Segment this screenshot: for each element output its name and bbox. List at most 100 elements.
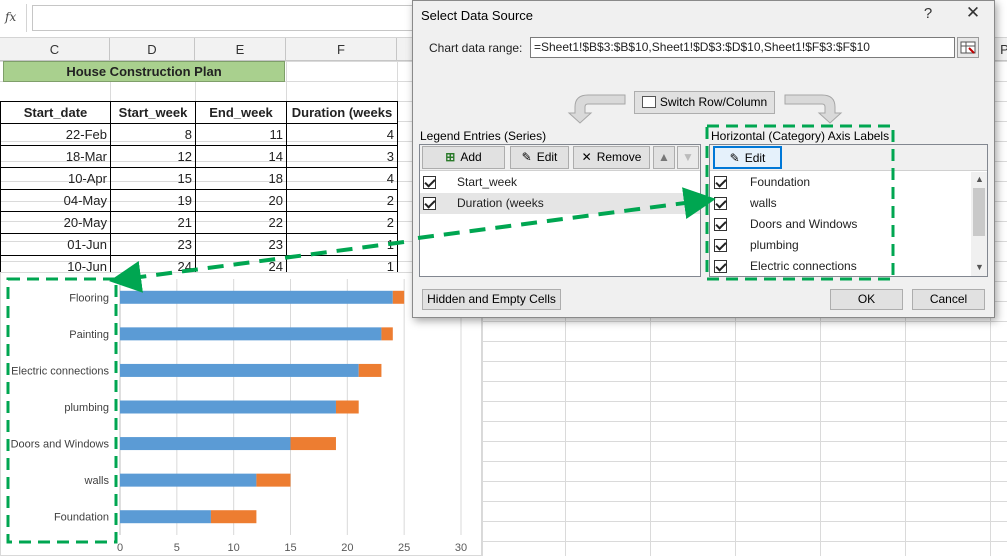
formula-input[interactable] <box>32 5 422 31</box>
hidden-empty-cells-button[interactable]: Hidden and Empty Cells <box>422 289 561 310</box>
edit-axis-labels-button[interactable]: ✎ Edit <box>713 146 782 169</box>
table-cell[interactable]: 10-Apr <box>0 167 111 190</box>
axis-label-item[interactable]: Foundation <box>710 172 970 193</box>
table-cell[interactable]: 4 <box>286 123 398 146</box>
table-cell[interactable]: 22 <box>195 211 287 234</box>
table-cell[interactable]: 20 <box>195 189 287 212</box>
legend-entries-label: Legend Entries (Series) <box>420 129 547 143</box>
axis-label-item[interactable]: plumbing <box>710 235 970 256</box>
add-series-button[interactable]: ⊞ Add <box>422 146 505 169</box>
header-start-date[interactable]: Start_date <box>0 101 111 124</box>
row-gridline <box>0 501 1007 502</box>
checkbox-icon[interactable] <box>714 218 727 231</box>
table-cell[interactable]: 23 <box>195 233 287 256</box>
bar-segment <box>358 363 382 377</box>
table-row: 22-Feb 8 11 4 <box>0 123 398 146</box>
scroll-up-icon[interactable]: ▲ <box>975 174 984 184</box>
add-icon: ⊞ <box>445 150 456 164</box>
header-duration[interactable]: Duration (weeks <box>286 101 398 124</box>
formula-separator <box>26 4 27 32</box>
axis-list-scrollbar[interactable]: ▲ ▼ <box>971 172 987 276</box>
column-header-f[interactable]: F <box>286 38 397 61</box>
ok-button[interactable]: OK <box>830 289 903 310</box>
table-cell[interactable]: 18-Mar <box>0 145 111 168</box>
series-label: Duration (weeks <box>457 196 544 210</box>
chart-data-range-input[interactable]: =Sheet1!$B$3:$B$10,Sheet1!$D$3:$D$10,She… <box>530 37 955 58</box>
table-cell[interactable]: 3 <box>286 145 398 168</box>
move-down-button[interactable]: ▼ <box>677 146 699 169</box>
axis-label-item[interactable]: Doors and Windows <box>710 214 970 235</box>
checkbox-icon[interactable] <box>423 176 436 189</box>
header-start-week[interactable]: Start_week <box>110 101 196 124</box>
row-gridline <box>0 361 1007 362</box>
table-cell[interactable]: 20-May <box>0 211 111 234</box>
header-end-week[interactable]: End_week <box>195 101 287 124</box>
gantt-chart[interactable]: 0 5 10 15 20 25 30 Foundation walls Doors and Win… <box>0 272 482 556</box>
bar-segment <box>290 437 336 451</box>
column-header-e[interactable]: E <box>195 38 286 61</box>
scroll-down-icon[interactable]: ▼ <box>975 262 984 272</box>
category-label: Flooring <box>69 292 109 304</box>
bar-segment <box>392 290 405 304</box>
row-gridline <box>0 441 1007 442</box>
bar-segment <box>120 437 291 451</box>
table-cell[interactable]: 15 <box>110 167 196 190</box>
axis-label-item[interactable]: Electric connections <box>710 256 970 277</box>
edit-series-button[interactable]: ✎ Edit <box>510 146 569 169</box>
table-row: 10-Apr 15 18 4 <box>0 167 398 190</box>
edit-label: Edit <box>536 150 558 164</box>
table-cell[interactable]: 18 <box>195 167 287 190</box>
edit-axis-icon: ✎ <box>729 151 740 165</box>
row-gridline <box>0 541 1007 542</box>
table-cell[interactable]: 12 <box>110 145 196 168</box>
series-label: Start_week <box>457 175 518 189</box>
sheet-title-cell[interactable]: House Construction Plan <box>3 61 285 82</box>
series-list-item[interactable]: Start_week <box>420 172 700 193</box>
table-cell[interactable]: 21 <box>110 211 196 234</box>
data-table: Start_date Start_week End_week Duration … <box>0 101 398 278</box>
checkbox-icon[interactable] <box>714 260 727 273</box>
table-cell[interactable]: 4 <box>286 167 398 190</box>
question-icon[interactable]: ? <box>923 5 933 22</box>
bar-segment <box>381 327 393 341</box>
table-cell[interactable]: 23 <box>110 233 196 256</box>
column-header-c[interactable]: C <box>0 38 110 61</box>
switch-row-column-button[interactable]: Switch Row/Column <box>634 91 775 114</box>
checkbox-icon[interactable] <box>423 197 436 210</box>
range-selector-icon[interactable] <box>957 37 979 58</box>
column-header-p[interactable]: P <box>995 38 1007 61</box>
table-cell[interactable]: 8 <box>110 123 196 146</box>
table-cell[interactable]: 2 <box>286 189 398 212</box>
x-tick-label: 0 <box>117 542 123 554</box>
table-row: 04-May 19 20 2 <box>0 189 398 212</box>
series-list: ⊞ Add ✎ Edit ✕ Remove ▲ ▼ Start_week Duratio… <box>419 144 701 277</box>
cancel-button[interactable]: Cancel <box>912 289 985 310</box>
bar-segment <box>335 400 359 414</box>
table-cell[interactable]: 14 <box>195 145 287 168</box>
remove-icon: ✕ <box>581 150 592 164</box>
close-icon[interactable]: ✕ <box>965 3 981 22</box>
checkbox-icon[interactable] <box>714 239 727 252</box>
table-cell[interactable]: 11 <box>195 123 287 146</box>
table-cell[interactable]: 04-May <box>0 189 111 212</box>
table-cell[interactable]: 22-Feb <box>0 123 111 146</box>
axis-label-text: Electric connections <box>750 259 857 273</box>
table-cell[interactable]: 19 <box>110 189 196 212</box>
row-gridline <box>0 401 1007 402</box>
function-icon[interactable]: fx <box>5 10 17 24</box>
move-up-button[interactable]: ▲ <box>653 146 675 169</box>
edit-axis-label: Edit <box>744 151 766 165</box>
series-list-item[interactable]: Duration (weeks <box>420 193 700 214</box>
scrollbar-thumb[interactable] <box>973 188 985 236</box>
switch-icon <box>641 96 656 108</box>
table-cell[interactable]: 2 <box>286 211 398 234</box>
row-gridline <box>0 321 1007 322</box>
table-cell[interactable]: 1 <box>286 233 398 256</box>
remove-series-button[interactable]: ✕ Remove <box>573 146 650 169</box>
checkbox-icon[interactable] <box>714 197 727 210</box>
column-header-d[interactable]: D <box>110 38 195 61</box>
chart-plot: 0 5 10 15 20 25 30 Foundation walls Doors and Win… <box>11 279 467 554</box>
axis-label-item[interactable]: walls <box>710 193 970 214</box>
table-cell[interactable]: 01-Jun <box>0 233 111 256</box>
checkbox-icon[interactable] <box>714 176 727 189</box>
